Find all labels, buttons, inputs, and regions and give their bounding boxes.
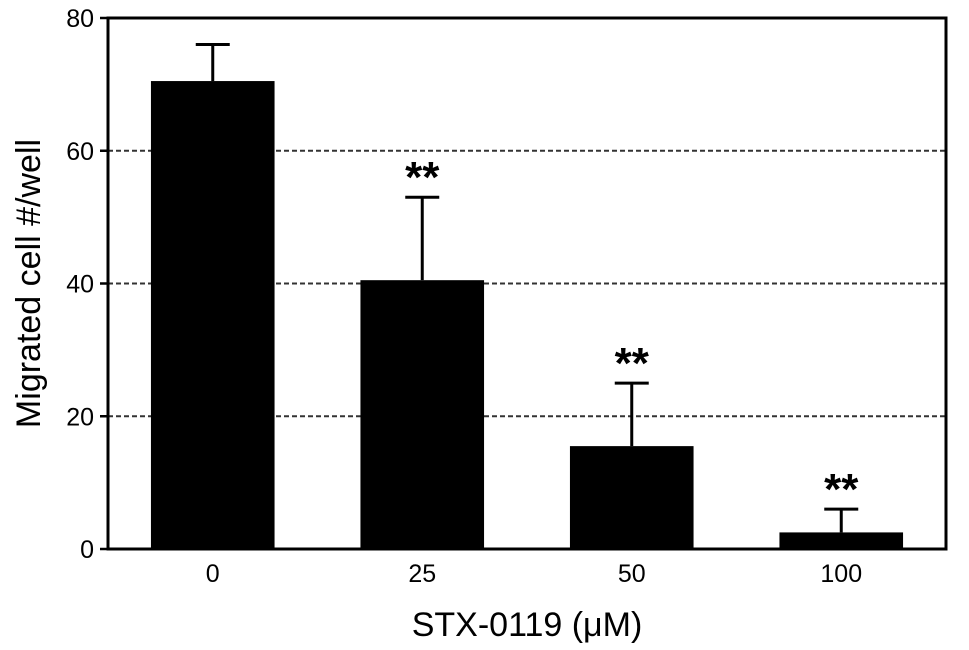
bars [150, 81, 904, 550]
bar [779, 532, 904, 549]
error-bars [195, 43, 859, 533]
y-tick-label: 80 [66, 5, 94, 33]
bar [360, 280, 485, 549]
x-tick-label: 50 [618, 560, 646, 588]
y-tick-label: 20 [66, 403, 94, 431]
x-tick-label: 25 [408, 560, 436, 588]
bar [150, 81, 275, 550]
significance-label: ** [824, 465, 859, 514]
significance-markers: ** ** ** [405, 153, 859, 514]
y-axis-title: Migrated cell #/well [10, 139, 48, 428]
y-tick-label: 60 [66, 138, 94, 166]
x-axis-ticks: 0 25 50 100 [206, 560, 862, 588]
x-axis-title: STX-0119 (μM) [412, 606, 643, 644]
significance-label: ** [405, 153, 440, 202]
y-tick-label: 40 [66, 271, 94, 299]
x-tick-label: 100 [820, 560, 862, 588]
y-tick-label: 0 [80, 536, 94, 564]
y-axis-ticks: 0 20 40 60 80 [66, 5, 108, 564]
bar [569, 446, 694, 549]
significance-label: ** [615, 339, 650, 388]
x-tick-label: 0 [206, 560, 220, 588]
